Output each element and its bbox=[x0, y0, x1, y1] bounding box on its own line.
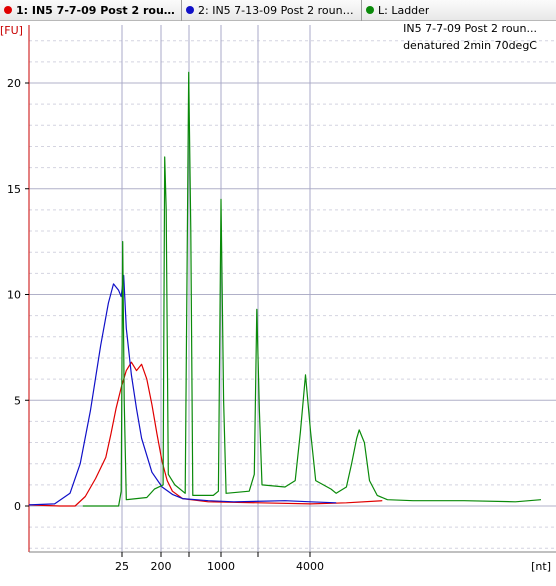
tab-ladder[interactable]: L: Ladder bbox=[362, 0, 452, 21]
tab-sample-2[interactable]: 2: IN5 7-13-09 Post 2 rounds ... bbox=[182, 0, 362, 21]
x-tick-label: 25 bbox=[115, 560, 129, 573]
red-dot-icon bbox=[4, 6, 12, 14]
y-tick-label: 20 bbox=[7, 77, 21, 90]
tab-sample-2-label: 2: IN5 7-13-09 Post 2 rounds ... bbox=[198, 3, 357, 17]
tab-sample-1-label: 1: IN5 7-7-09 Post 2 round... bbox=[16, 3, 177, 17]
green-dot-icon bbox=[366, 6, 374, 14]
annotation-line-1: IN5 7-7-09 Post 2 roun... bbox=[403, 22, 537, 35]
tab-ladder-label: L: Ladder bbox=[378, 3, 430, 17]
annotation-line-2: denatured 2min 70degC bbox=[403, 39, 537, 52]
series-line-3 bbox=[82, 71, 542, 507]
series-line-1 bbox=[28, 361, 383, 507]
x-tick-label: 200 bbox=[151, 560, 172, 573]
blue-dot-icon bbox=[186, 6, 194, 14]
grid-lines bbox=[29, 25, 556, 552]
tab-sample-1[interactable]: 1: IN5 7-7-09 Post 2 round... bbox=[0, 0, 182, 21]
y-axis-label: [FU] bbox=[0, 24, 23, 37]
y-tick-label: 10 bbox=[7, 289, 21, 302]
electropherogram-chart: 0 5 10 15 20 25 200 1000 4000 [FU] [nt] IN5 7-7… bbox=[0, 22, 556, 573]
x-tick-label: 4000 bbox=[296, 560, 324, 573]
series-line-2 bbox=[28, 274, 337, 506]
y-tick-label: 0 bbox=[14, 500, 21, 513]
y-tick-label: 15 bbox=[7, 183, 21, 196]
y-tick-label: 5 bbox=[14, 394, 21, 407]
x-axis-label: [nt] bbox=[531, 560, 551, 573]
sample-tab-bar: 1: IN5 7-7-09 Post 2 round... 2: IN5 7-1… bbox=[0, 0, 556, 21]
x-tick-label: 1000 bbox=[207, 560, 235, 573]
